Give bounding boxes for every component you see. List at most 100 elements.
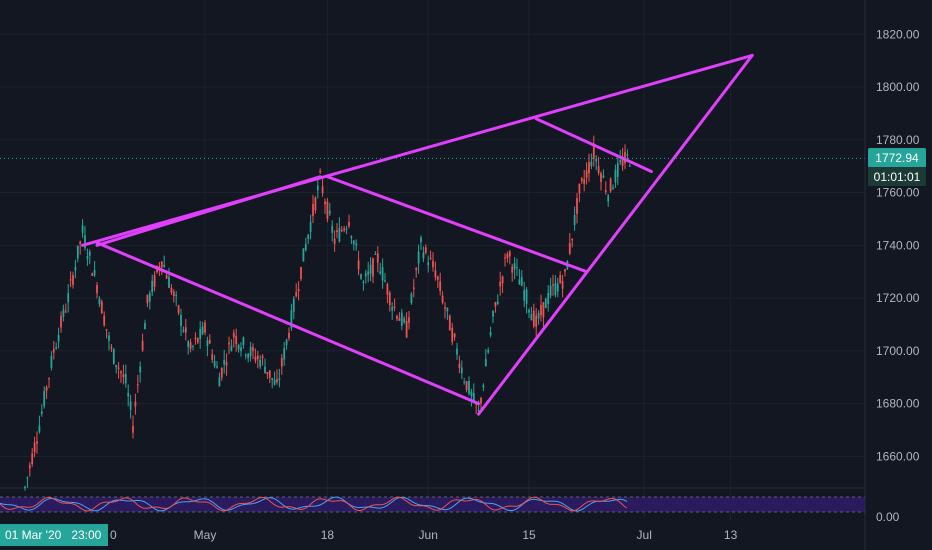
candle-body (244, 354, 247, 356)
trendline-channel-a[interactable] (95, 241, 481, 406)
candle-body (81, 225, 84, 233)
candle-body (408, 317, 410, 323)
candle-body (62, 309, 65, 317)
time-tick-label: 18 (321, 528, 335, 542)
candle-body (376, 253, 379, 263)
candle-body (112, 349, 115, 364)
candle-body (571, 238, 574, 241)
time-axis[interactable]: May 18 Jun 15 Jul 13 (194, 528, 738, 542)
candle-body (91, 273, 94, 276)
candle-body (304, 244, 307, 251)
candle-body (333, 238, 336, 244)
candle-body (124, 373, 127, 384)
candle-body (465, 381, 468, 390)
candle-body (328, 210, 331, 214)
price-axis[interactable]: 1820.00 1800.00 1780.00 1760.00 1740.00 1720.… (876, 27, 920, 463)
candle-body (312, 204, 314, 216)
candle-body (484, 359, 487, 367)
candle-body (544, 298, 547, 309)
candle-body (206, 340, 209, 346)
candle-body (355, 243, 358, 246)
candle-body (432, 260, 434, 268)
candle-body (309, 222, 312, 233)
candle-body (568, 242, 571, 254)
candle-body (588, 161, 590, 174)
trendline-channel-top[interactable] (95, 175, 322, 247)
candle-body (614, 170, 617, 183)
candle-body (470, 391, 473, 397)
candle-body (487, 350, 490, 353)
candle-body (321, 186, 324, 194)
candle-body (458, 363, 461, 368)
candle-body (580, 178, 583, 182)
candle-body (494, 302, 497, 307)
candle-body (583, 179, 586, 184)
candle-body (324, 201, 326, 205)
candle-body (247, 354, 250, 358)
candle-body (477, 410, 480, 412)
price-tick-label: 1680.00 (876, 397, 920, 411)
candle-body (285, 339, 288, 345)
candle-body (28, 465, 31, 469)
candle-body (86, 256, 89, 259)
candle-body (36, 441, 38, 444)
last-price-text: 1772.94 (875, 151, 919, 165)
candle-body (535, 315, 538, 327)
candle-body (415, 267, 418, 270)
candle-body (381, 267, 384, 281)
candle-body (168, 276, 170, 288)
candle-body (228, 342, 230, 345)
candle-body (463, 381, 466, 383)
candle-body (400, 312, 403, 326)
candle-body (278, 378, 281, 380)
candle-body (55, 347, 58, 349)
trendlines[interactable] (81, 53, 754, 416)
candle-body (117, 367, 120, 369)
oscillator-tick: 0.00 (876, 510, 900, 524)
candle-body (196, 338, 199, 343)
candle-body (187, 341, 190, 348)
candle-body (429, 257, 432, 259)
candle-body (216, 366, 218, 368)
countdown-text: 01:01:01 (874, 170, 921, 184)
candle-body (192, 346, 194, 348)
candle-body (343, 228, 346, 231)
candle-body (264, 366, 266, 374)
candle-body (103, 315, 106, 326)
countdown-label: 01:01:01 (868, 167, 926, 186)
candle-body (607, 195, 610, 202)
time-tick-label: Jun (419, 528, 438, 542)
candle-body (453, 333, 456, 338)
candle-body (564, 269, 566, 272)
candle-body (232, 332, 235, 338)
price-tick-label: 1660.00 (876, 449, 920, 463)
candle-body (50, 356, 53, 368)
candle-body (26, 477, 29, 479)
candle-body (67, 293, 70, 303)
candle-body (88, 251, 91, 256)
trendline-channel-b[interactable] (325, 175, 589, 274)
candle-body (540, 304, 542, 316)
oscillator-main-line (0, 496, 628, 512)
candle-body (511, 266, 514, 273)
candle-body (182, 329, 185, 332)
candle-body (290, 310, 293, 329)
candle-body (348, 221, 350, 227)
candle-body (585, 170, 588, 178)
trendline-channel-c[interactable] (534, 117, 653, 173)
candle-body (204, 322, 206, 333)
trendline-upper-wedge[interactable] (81, 53, 754, 247)
candle-body (350, 236, 353, 238)
trendline-lower-wedge[interactable] (477, 53, 754, 416)
candle-body (105, 329, 108, 331)
candle-body (127, 392, 130, 397)
candle-body (300, 267, 302, 280)
candle-body (292, 298, 295, 312)
candle-body (559, 275, 562, 283)
candle-body (393, 306, 396, 308)
candle-body (573, 215, 576, 225)
candle-body (369, 264, 372, 274)
candle-body (256, 355, 259, 360)
candle-body (52, 348, 55, 353)
